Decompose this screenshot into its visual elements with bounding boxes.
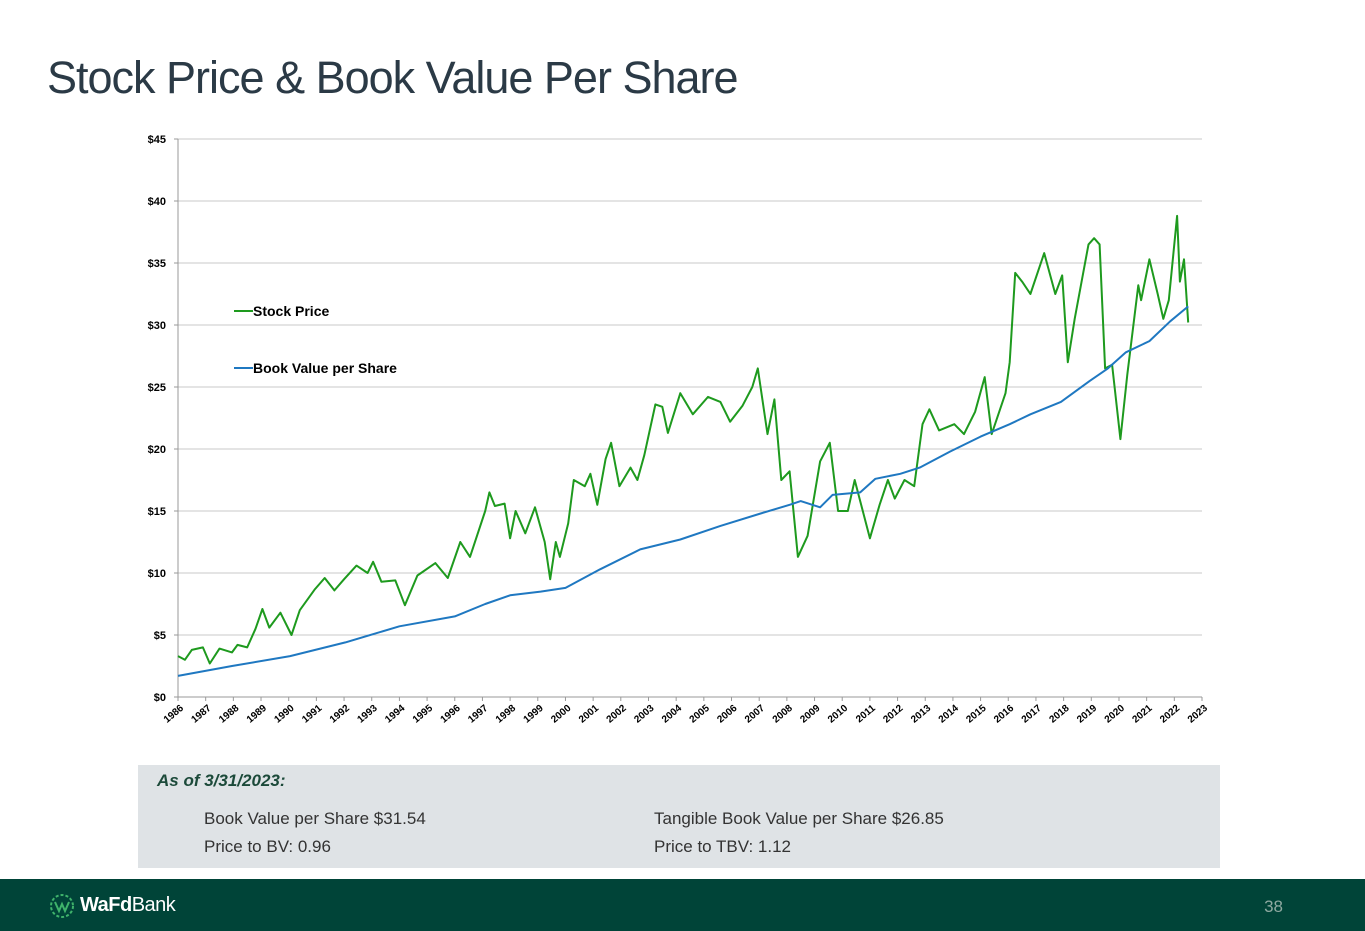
x-tick-label: 2023 — [1186, 703, 1210, 726]
x-tick-label: 1991 — [300, 703, 324, 726]
x-tick-label: 2004 — [660, 703, 684, 726]
x-tick-label: 2008 — [771, 703, 795, 726]
x-tick-label: 2001 — [577, 703, 601, 726]
y-tick-label: $20 — [148, 444, 166, 456]
x-tick-label: 2016 — [992, 703, 1016, 726]
info-item: Book Value per Share $31.54 — [204, 809, 426, 828]
x-tick-label: 2015 — [964, 703, 988, 726]
info-item: Price to TBV: 1.12 — [654, 837, 792, 856]
x-tick-label: 1999 — [522, 703, 546, 726]
y-tick-label: $45 — [148, 134, 166, 146]
x-tick-label: 2020 — [1103, 703, 1127, 726]
x-tick-label: 1988 — [217, 703, 241, 726]
x-tick-label: 2018 — [1047, 703, 1071, 726]
x-tick-label: 2005 — [688, 703, 712, 726]
x-tick-label: 1993 — [356, 703, 380, 726]
x-tick-label: 2022 — [1158, 703, 1182, 726]
x-tick-label: 2006 — [715, 703, 739, 726]
y-tick-label: $15 — [148, 506, 166, 518]
y-tick-label: $40 — [148, 196, 166, 208]
x-tick-label: 1986 — [162, 703, 186, 726]
x-tick-label: 2003 — [632, 703, 656, 726]
info-box: As of 3/31/2023: Book Value per Share $3… — [138, 765, 1220, 868]
x-tick-label: 2017 — [1020, 703, 1044, 726]
legend-label: Book Value per Share — [253, 360, 397, 376]
footer: WaFdBank 38 — [0, 879, 1365, 931]
x-tick-label: 1998 — [494, 703, 518, 726]
chart: $0 $5 $10 $15 $20 $25 $30 $35 $40 $45 1986 1987 1988… — [148, 134, 1211, 726]
y-tick-label: $0 — [154, 692, 166, 704]
x-tick-label: 2021 — [1130, 703, 1154, 726]
info-heading: As of 3/31/2023: — [157, 771, 286, 790]
logo-bold: WaFd — [80, 894, 132, 916]
slide-title: Stock Price & Book Value Per Share — [47, 52, 739, 103]
x-tick-label: 2011 — [854, 703, 878, 726]
y-tick-label: $5 — [154, 630, 166, 642]
logo-text: Bank — [131, 894, 176, 916]
y-tick-label: $30 — [148, 320, 166, 332]
info-item: Price to BV: 0.96 — [204, 837, 331, 856]
x-tick-label: 1990 — [273, 703, 297, 726]
info-item: Tangible Book Value per Share $26.85 — [654, 809, 944, 828]
x-tick-label: 2010 — [826, 703, 850, 726]
series-line — [177, 214, 1190, 665]
y-tick-label: $25 — [148, 382, 166, 394]
logo-icon — [50, 894, 74, 918]
x-tick-label: 1997 — [466, 703, 490, 726]
x-tick-label: 2002 — [605, 703, 629, 726]
x-tick-label: 1989 — [245, 703, 269, 726]
x-tick-label: 2013 — [909, 703, 933, 726]
x-tick-label: 2019 — [1075, 703, 1099, 726]
x-tick-label: 1992 — [328, 703, 352, 726]
x-tick-label: 1996 — [439, 703, 463, 726]
page-number: 38 — [1264, 897, 1283, 916]
x-tick-label: 2007 — [743, 703, 767, 726]
y-tick-label: $10 — [148, 568, 166, 580]
x-tick-label: 2012 — [881, 703, 905, 726]
x-tick-label: 2014 — [937, 703, 961, 726]
x-tick-label: 2009 — [798, 703, 822, 726]
x-tick-label: 1987 — [189, 703, 213, 726]
logo: WaFdBank — [80, 894, 176, 917]
x-tick-label: 2000 — [549, 703, 573, 726]
y-tick-label: $35 — [148, 258, 166, 270]
legend-label: Stock Price — [253, 303, 329, 319]
series-line — [177, 305, 1189, 677]
x-tick-label: 1995 — [411, 703, 435, 726]
x-tick-label: 1994 — [383, 703, 407, 726]
